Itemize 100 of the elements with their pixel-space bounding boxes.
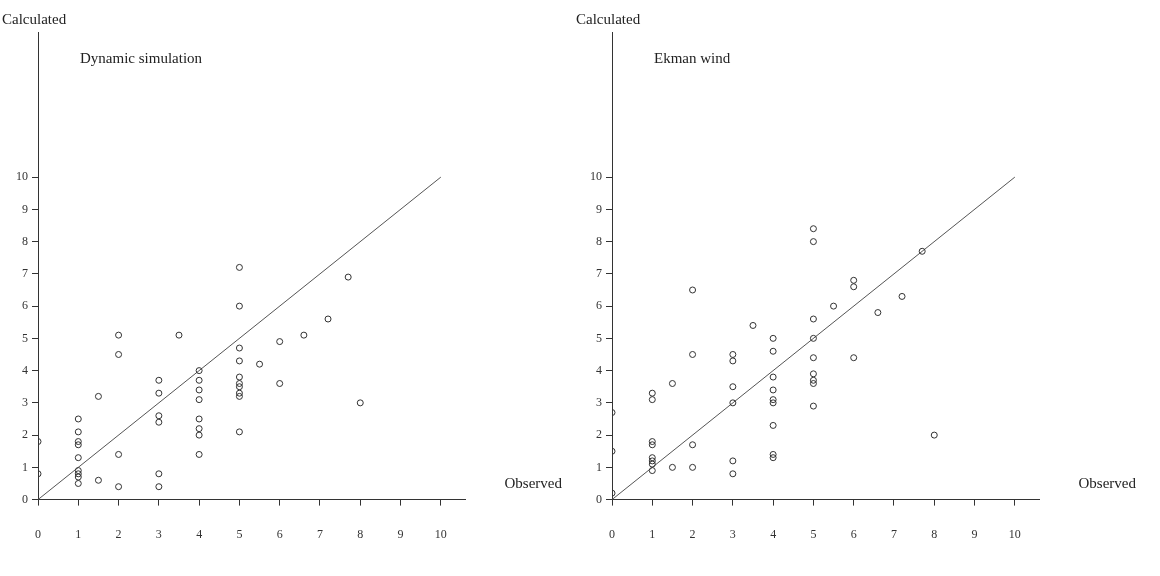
point <box>115 350 123 358</box>
point <box>769 386 777 394</box>
point <box>809 334 817 342</box>
point <box>809 315 817 323</box>
x-axis-title: Observed <box>504 475 563 492</box>
point <box>356 399 364 407</box>
point <box>850 283 858 291</box>
point <box>74 473 82 481</box>
point <box>155 418 163 426</box>
point <box>74 438 82 446</box>
point <box>809 370 817 378</box>
x-tick-label: 0 <box>35 526 41 541</box>
y-tick-label: 3 <box>22 395 28 410</box>
x-tick-label: 2 <box>689 526 696 541</box>
point <box>324 315 332 323</box>
y-tick-label: 8 <box>22 233 28 248</box>
point <box>769 347 777 355</box>
point <box>648 467 656 475</box>
point <box>729 457 737 465</box>
point <box>809 354 817 362</box>
point <box>74 441 82 449</box>
point <box>809 402 817 410</box>
y-tick-label: 4 <box>22 362 28 377</box>
x-tick-label: 3 <box>155 526 162 541</box>
point <box>729 350 737 358</box>
x-tick-label: 8 <box>357 526 364 541</box>
y-tick-label: 7 <box>22 266 28 281</box>
point <box>648 454 656 462</box>
point <box>155 470 163 478</box>
point <box>155 376 163 384</box>
y-axis-title: Calculated <box>2 11 67 28</box>
point <box>235 357 243 365</box>
point <box>74 470 82 478</box>
point <box>729 383 737 391</box>
x-tick-label: 1 <box>649 526 656 541</box>
point <box>769 450 777 458</box>
point <box>769 373 777 381</box>
point <box>729 357 737 365</box>
x-tick-label: 5 <box>810 526 817 541</box>
point <box>930 431 938 439</box>
point <box>344 273 352 281</box>
point <box>235 373 243 381</box>
point <box>648 457 656 465</box>
text: Dynamic simulation <box>80 50 203 67</box>
x-tick-label: 2 <box>115 526 122 541</box>
point <box>235 392 243 400</box>
x-tick-label: 4 <box>196 526 203 541</box>
x-tick-label: 1 <box>75 526 82 541</box>
point <box>276 338 284 346</box>
x-tick-label: 8 <box>931 526 938 541</box>
y-tick-label: 5 <box>22 330 28 345</box>
point <box>689 441 697 449</box>
point <box>94 476 102 484</box>
point <box>195 386 203 394</box>
y-tick-label: 0 <box>22 491 28 506</box>
point <box>809 238 817 246</box>
point <box>235 383 243 391</box>
y-tick-label: 2 <box>596 427 602 442</box>
y-tick-label: 6 <box>596 298 602 313</box>
point <box>668 380 676 388</box>
y-tick-label: 5 <box>596 330 602 345</box>
point <box>74 467 82 475</box>
point <box>850 276 858 284</box>
point <box>235 389 243 397</box>
x-tick-label: 6 <box>850 526 857 541</box>
x-tick-label: 9 <box>971 526 978 541</box>
point <box>115 331 123 339</box>
point <box>648 389 656 397</box>
point <box>195 431 203 439</box>
x-tick-label: 10 <box>434 526 447 541</box>
point <box>276 380 284 388</box>
point <box>769 421 777 429</box>
point <box>195 450 203 458</box>
y-tick-label: 10 <box>590 169 602 184</box>
y-tick-label: 3 <box>596 395 602 410</box>
point <box>874 309 882 317</box>
point <box>809 376 817 384</box>
point <box>668 463 676 471</box>
point <box>195 415 203 423</box>
point <box>74 454 82 462</box>
point <box>300 331 308 339</box>
x-tick-label: 7 <box>890 526 897 541</box>
point <box>74 479 82 487</box>
y-tick-label: 6 <box>22 298 28 313</box>
text: Ekman wind <box>654 50 731 67</box>
point <box>235 344 243 352</box>
x-tick-label: 10 <box>1008 526 1021 541</box>
point <box>195 396 203 404</box>
point <box>256 360 264 368</box>
point <box>749 321 757 329</box>
point <box>830 302 838 310</box>
point <box>94 392 102 400</box>
point <box>689 286 697 294</box>
point <box>689 350 697 358</box>
point <box>115 450 123 458</box>
point <box>689 463 697 471</box>
y-axis-title: Calculated <box>576 11 641 28</box>
y-tick-label: 2 <box>22 427 28 442</box>
x-tick-label: 4 <box>770 526 777 541</box>
point <box>235 380 243 388</box>
